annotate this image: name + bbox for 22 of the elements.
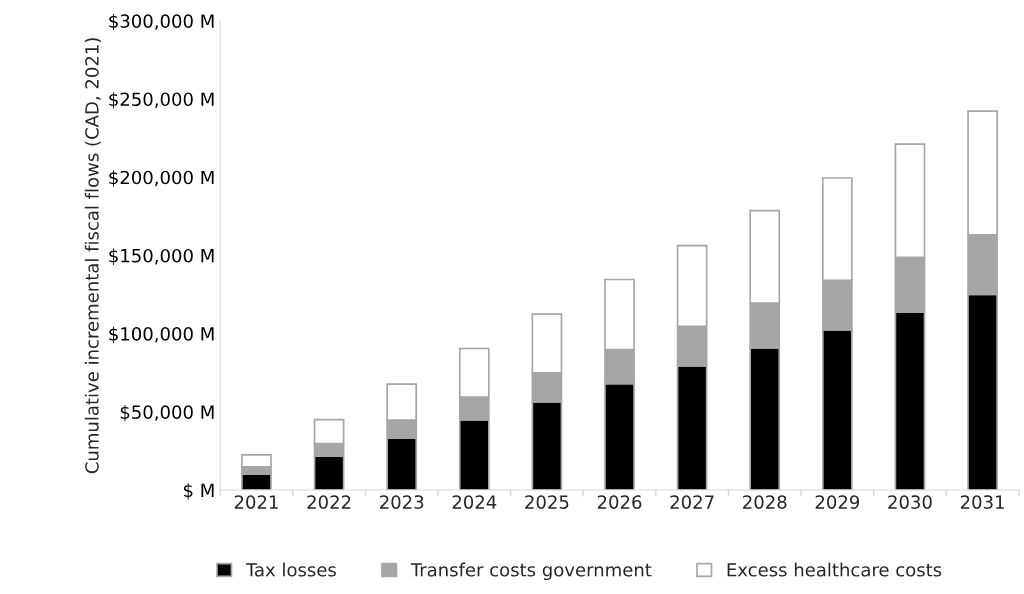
x-tick-label: 2024 [452,495,497,509]
x-tick-label: 2030 [888,495,932,509]
y-tick-label: $250,000 M [109,92,214,109]
y-axis-title: Cumulative incremental fiscal flows (CAD, 2021) [84,38,101,474]
y-tick-label: $150,000 M [109,248,214,265]
y-tick-label: $100,000 M [109,326,214,344]
legend-label: Tax losses [245,562,336,577]
legend-label: Excess healthcare costs [727,562,942,577]
y-tick-label: $200,000 M [109,170,214,187]
x-tick-label: 2028 [743,495,787,509]
y-tick-label: $300,000 M [109,13,214,31]
x-tick-label: 2023 [380,495,424,509]
legend-label: Transfer costs government [410,562,652,581]
x-tick-label: 2021 [234,495,278,509]
x-tick-label: 2026 [597,495,642,509]
x-tick-label: 2025 [525,495,569,509]
y-tick-label: $ M [183,483,214,500]
x-tick-label: 2031 [960,495,1004,509]
x-tick-label: 2022 [307,495,351,509]
x-tick-label: 2029 [815,495,860,509]
x-tick-label: 2027 [670,495,714,509]
y-tick-label: $50,000 M [120,404,214,422]
